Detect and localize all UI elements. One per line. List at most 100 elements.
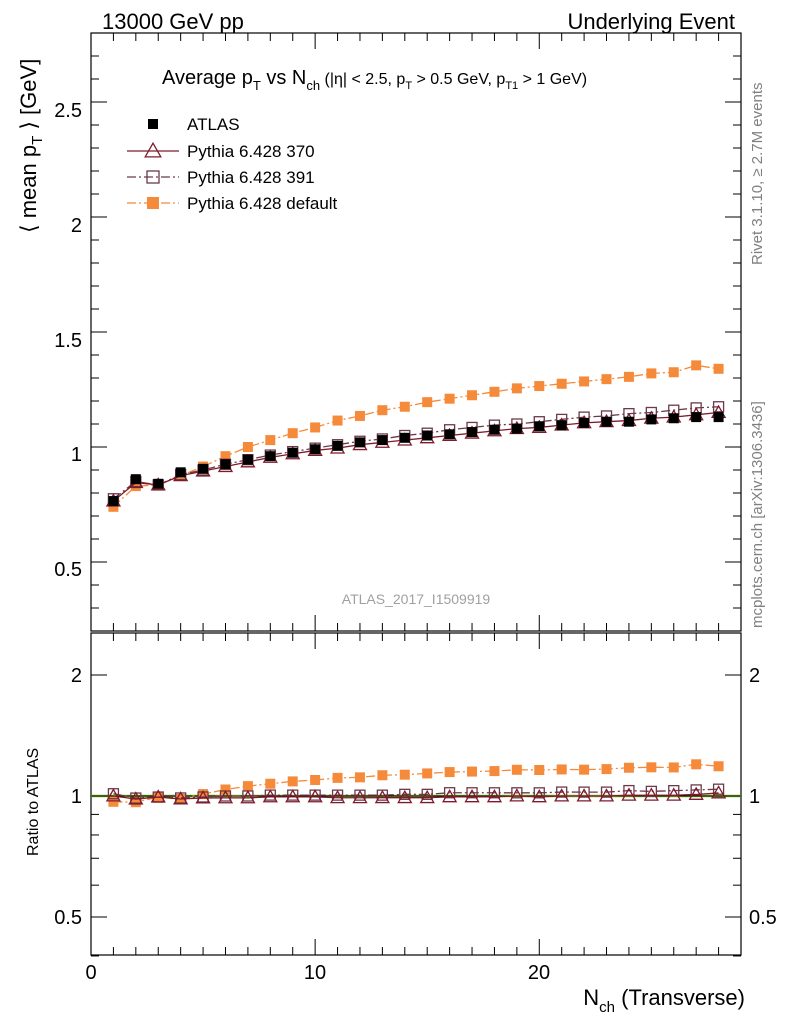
y-axis-label: ⟨ mean pT ⟩ [GeV] (16, 59, 46, 233)
data-point-atlas (377, 435, 388, 446)
y-tick-label: 1.5 (54, 330, 82, 352)
ratio-point-pdef (242, 781, 253, 792)
data-point-pdef (287, 428, 298, 439)
ratio-point-pdef (623, 762, 634, 773)
data-point-pdef (713, 363, 724, 374)
data-point-atlas (623, 416, 634, 427)
ratio-y-tick-label: 2 (71, 665, 82, 687)
ratio-point-pdef (287, 776, 298, 787)
data-point-atlas (220, 459, 231, 470)
ratio-y-axis-label: Ratio to ATLAS (25, 748, 42, 856)
data-point-atlas (601, 416, 612, 427)
data-point-pdef (354, 410, 365, 421)
ratio-point-p370 (464, 789, 480, 803)
ratio-point-pdef (265, 778, 276, 789)
data-point-atlas (242, 454, 253, 465)
ratio-y-tick-label-right: 1 (749, 786, 760, 808)
data-point-atlas (489, 424, 500, 435)
data-point-pdef (220, 451, 231, 462)
ratio-point-p370 (621, 787, 637, 801)
legend-label-atlas: ATLAS (187, 115, 240, 134)
ratio-point-p391 (399, 788, 411, 800)
ratio-point-pdef (399, 769, 410, 780)
ratio-y-tick-label: 1 (71, 786, 82, 808)
ratio-point-p370 (643, 787, 659, 801)
ratio-point-p370 (710, 785, 727, 799)
legend-label-pythia-370: Pythia 6.428 370 (187, 142, 315, 161)
ratio-point-p370 (150, 789, 166, 803)
data-point-pdef (646, 368, 657, 379)
ratio-point-p391 (533, 787, 545, 799)
data-point-pdef (444, 393, 455, 404)
ratio-point-pdef (534, 765, 545, 776)
ratio-point-pdef (489, 766, 500, 777)
data-point-pdef (310, 422, 321, 433)
data-point-atlas (668, 413, 679, 424)
ratio-point-p370 (262, 789, 278, 803)
data-point-atlas (265, 451, 276, 462)
data-point-atlas (354, 437, 365, 448)
data-point-pdef (579, 376, 590, 387)
data-point-pdef (467, 390, 478, 401)
data-point-atlas (175, 467, 186, 478)
ratio-point-pdef (377, 770, 388, 781)
ratio-point-p370 (419, 789, 435, 804)
ratio-point-pdef (601, 764, 612, 775)
data-point-atlas (713, 412, 724, 423)
x-tick-label: 0 (85, 962, 96, 984)
ratio-point-pdef (556, 764, 567, 775)
ratio-point-pdef (422, 768, 433, 779)
ratio-plot-frame (90, 632, 742, 956)
data-point-atlas (198, 463, 209, 474)
ratio-point-p370 (352, 789, 368, 804)
ratio-point-p370 (486, 789, 503, 803)
ratio-point-pdef (511, 764, 522, 775)
data-point-atlas (444, 429, 455, 440)
data-point-atlas (399, 432, 410, 443)
ratio-point-pdef (354, 772, 365, 783)
ratio-point-p370 (173, 791, 189, 805)
data-point-atlas (467, 427, 478, 438)
ratio-point-pdef (310, 775, 321, 786)
ratio-point-p370 (554, 788, 570, 802)
data-point-atlas (691, 412, 702, 423)
ratio-point-p370 (688, 786, 704, 800)
data-point-pdef (332, 415, 343, 426)
ratio-point-p370 (598, 788, 615, 802)
ratio-point-pdef (220, 784, 231, 795)
series-line-p391 (113, 406, 719, 500)
ratio-y-tick-label: 0.5 (54, 907, 82, 929)
rivet-label: Rivet 3.1.10, ≥ 2.7M events (749, 83, 766, 266)
legend-marker-atlas (148, 119, 158, 129)
legend-label-pythia-391: Pythia 6.428 391 (187, 168, 315, 187)
ratio-point-p370 (397, 789, 413, 804)
y-tick-label: 1 (71, 444, 82, 466)
data-point-atlas (153, 478, 164, 489)
y-tick-label: 0.5 (54, 559, 82, 581)
ratio-point-p370 (105, 788, 122, 802)
legend: ATLAS Pythia 6.428 370 Pythia 6.428 391 … (127, 115, 338, 213)
mcplots-label: mcplots.cern.ch [arXiv:1306.3436] (749, 401, 766, 628)
data-point-atlas (287, 447, 298, 458)
plot-title: Average pT vs Nch (|η| < 2.5, pT > 0.5 G… (162, 67, 587, 93)
data-point-pdef (242, 442, 253, 452)
x-tick-label: 10 (304, 962, 326, 984)
ratio-line-pdef (113, 763, 719, 803)
data-point-pdef (399, 401, 410, 412)
ratio-point-pdef (691, 759, 702, 770)
ratio-point-p370 (240, 790, 256, 804)
ratio-point-pdef (130, 797, 141, 808)
x-axis-label: Nch (Transverse) (583, 985, 745, 1016)
data-point-pdef (422, 397, 433, 408)
data-point-atlas (534, 421, 545, 432)
series-line-pdef (112, 364, 719, 508)
data-point-pdef (108, 501, 119, 512)
ratio-point-p370 (195, 790, 211, 804)
data-point-pdef (691, 360, 702, 371)
ratio-point-p370 (666, 787, 682, 801)
data-point-pdef (601, 374, 612, 385)
ratio-point-p370 (285, 789, 301, 803)
legend-marker-p391 (146, 170, 160, 184)
data-point-pdef (489, 386, 500, 397)
